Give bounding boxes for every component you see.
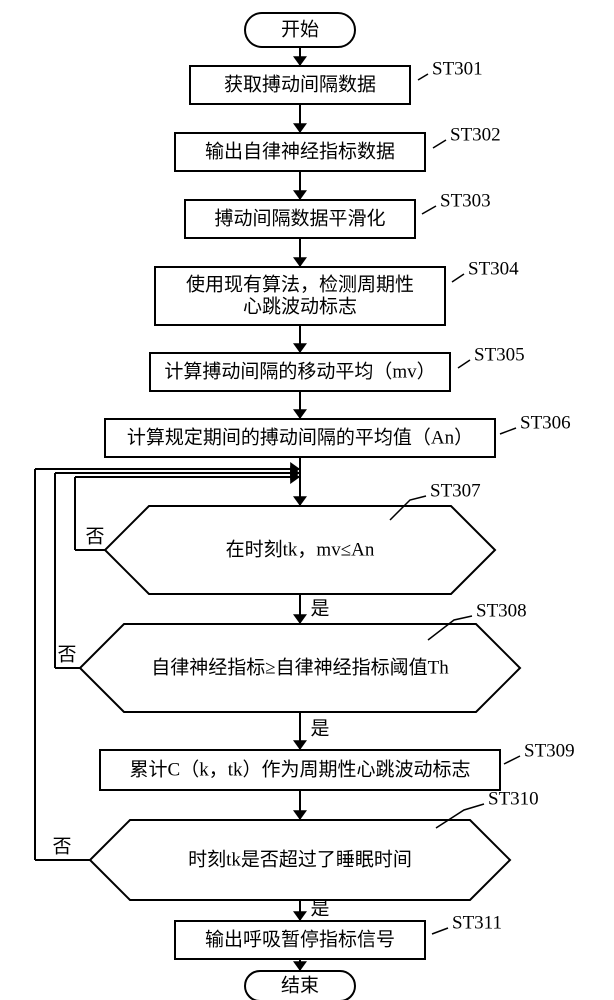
- svg-text:否: 否: [52, 836, 71, 857]
- step-label: ST306: [520, 412, 571, 433]
- step-label: ST311: [452, 912, 502, 933]
- node-st303: 搏动间隔数据平滑化: [185, 200, 415, 238]
- svg-text:否: 否: [57, 644, 76, 665]
- node-text: 时刻tk是否超过了睡眠时间: [188, 848, 412, 870]
- node-st310: 时刻tk是否超过了睡眠时间: [90, 820, 510, 900]
- step-label: ST302: [450, 124, 501, 145]
- svg-text:是: 是: [310, 598, 329, 619]
- node-st305: 计算搏动间隔的移动平均（mv）: [150, 353, 450, 391]
- node-text: 累计C（k，tk）作为周期性心跳波动标志: [130, 758, 471, 780]
- svg-text:否: 否: [85, 526, 104, 547]
- node-st304: 使用现有算法，检测周期性心跳波动标志: [155, 267, 445, 325]
- svg-text:是: 是: [310, 898, 329, 919]
- node-text: 使用现有算法，检测周期性: [186, 273, 414, 295]
- node-st301: 获取搏动间隔数据: [190, 66, 410, 104]
- step-label: ST308: [476, 600, 527, 621]
- node-text: 自律神经指标≥自律神经指标阈值Th: [151, 656, 449, 678]
- step-label: ST309: [524, 740, 575, 761]
- flowchart-canvas: 是是是否否否开始获取搏动间隔数据输出自律神经指标数据搏动间隔数据平滑化使用现有算…: [0, 0, 614, 1000]
- node-text: 计算搏动间隔的移动平均（mv）: [164, 360, 435, 382]
- node-st309: 累计C（k，tk）作为周期性心跳波动标志: [100, 750, 500, 790]
- node-text: 心跳波动标志: [243, 295, 357, 317]
- node-text: 输出呼吸暂停指标信号: [205, 928, 395, 950]
- node-start: 开始: [245, 13, 355, 47]
- node-end: 结束: [245, 971, 355, 1000]
- step-label: ST303: [440, 190, 491, 211]
- node-st302: 输出自律神经指标数据: [175, 133, 425, 171]
- step-label: ST305: [474, 344, 525, 365]
- step-label: ST310: [488, 788, 539, 809]
- node-text: 在时刻tk，mv≤An: [226, 538, 375, 560]
- step-label: ST301: [432, 58, 483, 79]
- step-label: ST304: [468, 258, 519, 279]
- node-st308: 自律神经指标≥自律神经指标阈值Th: [80, 624, 520, 712]
- node-text: 搏动间隔数据平滑化: [214, 207, 385, 229]
- node-st307: 在时刻tk，mv≤An: [105, 506, 495, 594]
- node-text: 获取搏动间隔数据: [224, 73, 376, 95]
- node-text: 开始: [281, 18, 319, 40]
- step-label: ST307: [430, 480, 481, 501]
- svg-text:是: 是: [310, 718, 329, 739]
- node-text: 结束: [281, 974, 319, 996]
- node-text: 计算规定期间的搏动间隔的平均值（An）: [127, 426, 473, 448]
- node-st306: 计算规定期间的搏动间隔的平均值（An）: [105, 419, 495, 457]
- node-st311: 输出呼吸暂停指标信号: [175, 921, 425, 959]
- node-text: 输出自律神经指标数据: [205, 140, 395, 162]
